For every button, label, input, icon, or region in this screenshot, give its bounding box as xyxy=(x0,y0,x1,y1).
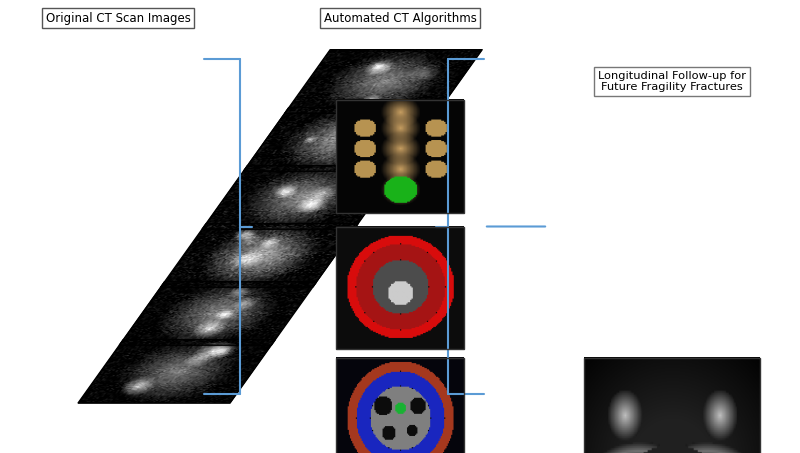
Bar xyxy=(336,100,464,213)
Text: Automated CT Algorithms: Automated CT Algorithms xyxy=(323,12,477,24)
Bar xyxy=(584,358,760,453)
Text: Longitudinal Follow-up for
Future Fragility Fractures: Longitudinal Follow-up for Future Fragil… xyxy=(598,71,746,92)
Bar xyxy=(336,226,464,349)
Bar xyxy=(336,358,464,453)
Text: Original CT Scan Images: Original CT Scan Images xyxy=(46,12,191,24)
